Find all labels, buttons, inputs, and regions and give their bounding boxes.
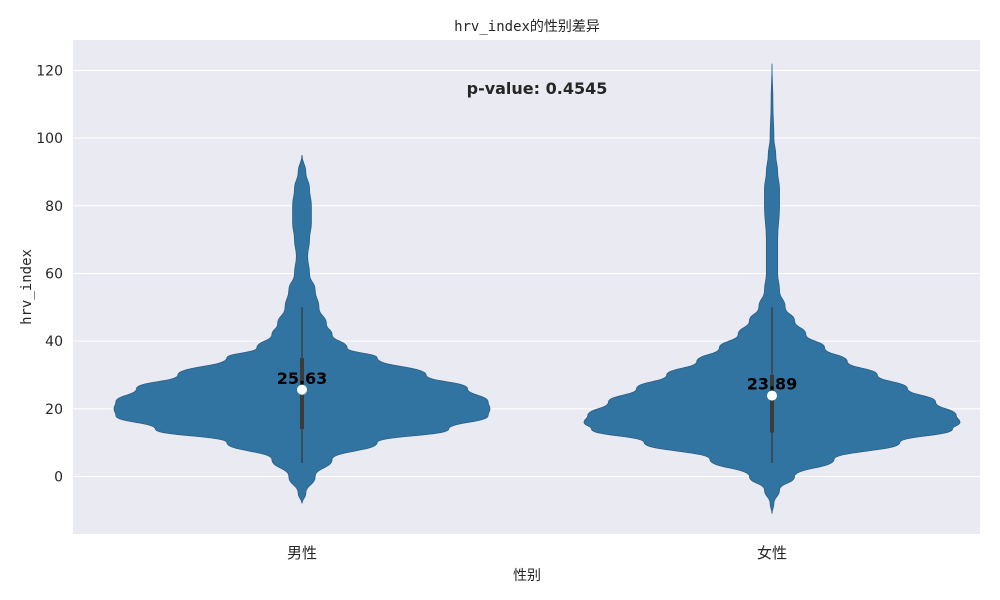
y-tick-label: 80	[45, 199, 63, 215]
x-tick-label: 男性	[287, 544, 317, 562]
y-tick-label: 0	[54, 469, 63, 485]
violin-median-point	[767, 390, 777, 401]
x-tick-label: 女性	[757, 544, 787, 562]
y-tick-label: 120	[36, 63, 63, 79]
y-tick-label: 100	[36, 131, 63, 147]
p-value-annotation: p-value: 0.4545	[467, 79, 608, 98]
x-axis-label: 性别	[513, 568, 541, 584]
y-axis-label: hrv_index	[19, 249, 35, 325]
chart-title: hrv_index的性别差异	[454, 19, 600, 35]
mean-value-label: 23.89	[747, 375, 798, 394]
y-tick-label: 20	[45, 402, 63, 418]
x-axis-ticks: 男性 女性	[287, 544, 787, 562]
y-tick-label: 40	[45, 334, 63, 350]
violin-median-point	[297, 384, 307, 395]
plot-area	[73, 40, 980, 534]
y-axis-ticks: 0 20 40 60 80 100 120	[36, 63, 63, 485]
violins: 25.63 23.89	[113, 63, 961, 514]
mean-value-label: 25.63	[277, 369, 328, 388]
y-tick-label: 60	[45, 266, 63, 282]
